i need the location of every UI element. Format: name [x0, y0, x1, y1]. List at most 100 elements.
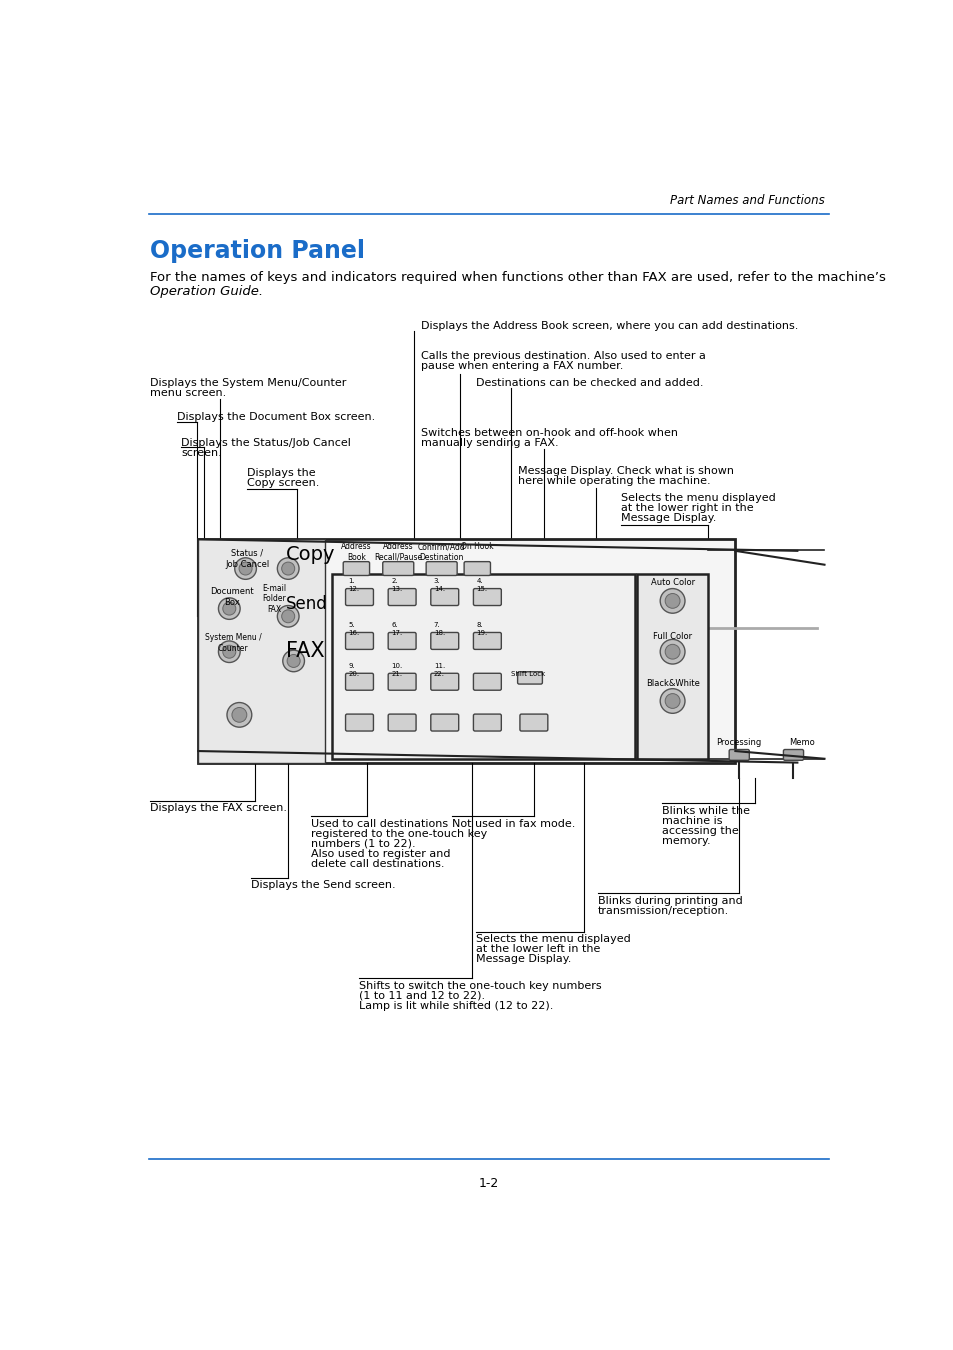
FancyBboxPatch shape — [345, 714, 373, 732]
Text: Blinks during printing and: Blinks during printing and — [598, 896, 742, 906]
Text: delete call destinations.: delete call destinations. — [311, 859, 444, 869]
Text: Address
Book: Address Book — [341, 543, 372, 562]
Text: Destinations can be checked and added.: Destinations can be checked and added. — [476, 378, 702, 387]
Circle shape — [281, 562, 294, 575]
Text: Confirm/Add
Destination: Confirm/Add Destination — [417, 543, 465, 562]
Text: 14.: 14. — [434, 586, 444, 593]
FancyBboxPatch shape — [388, 674, 416, 690]
FancyBboxPatch shape — [343, 562, 369, 575]
Text: Full Color: Full Color — [653, 632, 692, 641]
Text: Copy: Copy — [286, 545, 335, 564]
Text: Calls the previous destination. Also used to enter a: Calls the previous destination. Also use… — [421, 351, 705, 360]
Circle shape — [239, 562, 252, 575]
FancyBboxPatch shape — [388, 632, 416, 649]
Text: Operation Panel: Operation Panel — [150, 239, 365, 263]
FancyBboxPatch shape — [431, 589, 458, 606]
Text: Auto Color: Auto Color — [650, 578, 694, 587]
Circle shape — [234, 558, 256, 579]
Text: 1.: 1. — [348, 578, 355, 583]
Text: Operation Guide.: Operation Guide. — [150, 285, 263, 298]
Circle shape — [659, 688, 684, 713]
Text: Displays the FAX screen.: Displays the FAX screen. — [150, 803, 287, 814]
Text: Switches between on-hook and off-hook when: Switches between on-hook and off-hook wh… — [421, 428, 678, 437]
Text: Also used to register and: Also used to register and — [311, 849, 451, 859]
FancyBboxPatch shape — [345, 674, 373, 690]
Circle shape — [218, 641, 240, 663]
Circle shape — [227, 702, 252, 728]
Text: Displays the Status/Job Cancel: Displays the Status/Job Cancel — [181, 437, 351, 448]
Circle shape — [282, 651, 304, 672]
Text: Message Display. Check what is shown: Message Display. Check what is shown — [517, 466, 734, 477]
Text: 6.: 6. — [391, 622, 397, 628]
Circle shape — [659, 640, 684, 664]
Text: Processing: Processing — [716, 738, 761, 747]
Text: 10.: 10. — [391, 663, 402, 668]
FancyBboxPatch shape — [473, 632, 500, 649]
FancyBboxPatch shape — [473, 674, 500, 690]
Text: 2.: 2. — [391, 578, 397, 583]
Text: memory.: memory. — [661, 836, 710, 845]
Circle shape — [659, 589, 684, 613]
Text: Not used in fax mode.: Not used in fax mode. — [452, 819, 576, 829]
Text: 20.: 20. — [348, 671, 359, 676]
FancyBboxPatch shape — [382, 562, 414, 575]
Circle shape — [277, 558, 298, 579]
Circle shape — [287, 655, 300, 667]
FancyBboxPatch shape — [637, 574, 707, 759]
Text: (1 to 11 and 12 to 22).: (1 to 11 and 12 to 22). — [359, 991, 485, 1000]
Text: 15.: 15. — [476, 586, 487, 593]
Text: Blinks while the: Blinks while the — [661, 806, 749, 815]
Text: Shift Lock: Shift Lock — [510, 671, 544, 676]
Text: transmission/reception.: transmission/reception. — [598, 906, 729, 915]
Text: 12.: 12. — [348, 586, 359, 593]
Circle shape — [281, 610, 294, 622]
FancyBboxPatch shape — [388, 714, 416, 732]
Circle shape — [218, 598, 240, 620]
Text: Send: Send — [286, 595, 327, 613]
Text: 19.: 19. — [476, 630, 487, 636]
Text: 3.: 3. — [434, 578, 440, 583]
Text: at the lower left in the: at the lower left in the — [476, 944, 599, 954]
Text: 8.: 8. — [476, 622, 483, 628]
FancyBboxPatch shape — [426, 562, 456, 575]
Circle shape — [664, 694, 679, 709]
Text: Lamp is lit while shifted (12 to 22).: Lamp is lit while shifted (12 to 22). — [359, 1000, 554, 1011]
Text: Part Names and Functions: Part Names and Functions — [669, 193, 823, 207]
FancyBboxPatch shape — [198, 539, 324, 763]
Text: Used to call destinations: Used to call destinations — [311, 819, 448, 829]
FancyBboxPatch shape — [782, 749, 802, 760]
Circle shape — [277, 606, 298, 628]
FancyBboxPatch shape — [345, 632, 373, 649]
Text: Copy screen.: Copy screen. — [247, 478, 319, 489]
Text: Message Display.: Message Display. — [476, 954, 571, 964]
Text: screen.: screen. — [181, 448, 222, 458]
Text: Address
Recall/Pause: Address Recall/Pause — [374, 543, 422, 562]
Text: 5.: 5. — [348, 622, 355, 628]
Circle shape — [223, 645, 235, 659]
Text: numbers (1 to 22).: numbers (1 to 22). — [311, 838, 416, 849]
Text: Status /
Job Cancel: Status / Job Cancel — [225, 548, 269, 568]
Text: 1-2: 1-2 — [478, 1177, 498, 1189]
Text: Black&White: Black&White — [645, 679, 699, 688]
Text: accessing the: accessing the — [661, 826, 738, 836]
Text: 7.: 7. — [434, 622, 440, 628]
FancyBboxPatch shape — [517, 672, 542, 684]
Text: here while operating the machine.: here while operating the machine. — [517, 477, 710, 486]
Text: 21.: 21. — [391, 671, 402, 676]
Text: machine is: machine is — [661, 815, 721, 826]
Circle shape — [223, 602, 235, 616]
Text: 17.: 17. — [391, 630, 402, 636]
FancyBboxPatch shape — [388, 589, 416, 606]
Text: On Hook: On Hook — [460, 543, 493, 551]
Text: 13.: 13. — [391, 586, 402, 593]
Text: Displays the Document Box screen.: Displays the Document Box screen. — [177, 412, 375, 423]
Text: System Menu /
Counter: System Menu / Counter — [205, 633, 261, 652]
FancyBboxPatch shape — [431, 632, 458, 649]
Text: at the lower right in the: at the lower right in the — [620, 504, 753, 513]
FancyBboxPatch shape — [519, 714, 547, 732]
FancyBboxPatch shape — [345, 589, 373, 606]
Text: Memo: Memo — [789, 738, 815, 747]
Text: Displays the Send screen.: Displays the Send screen. — [251, 880, 395, 891]
Text: registered to the one-touch key: registered to the one-touch key — [311, 829, 487, 838]
Text: Selects the menu displayed: Selects the menu displayed — [476, 934, 630, 944]
